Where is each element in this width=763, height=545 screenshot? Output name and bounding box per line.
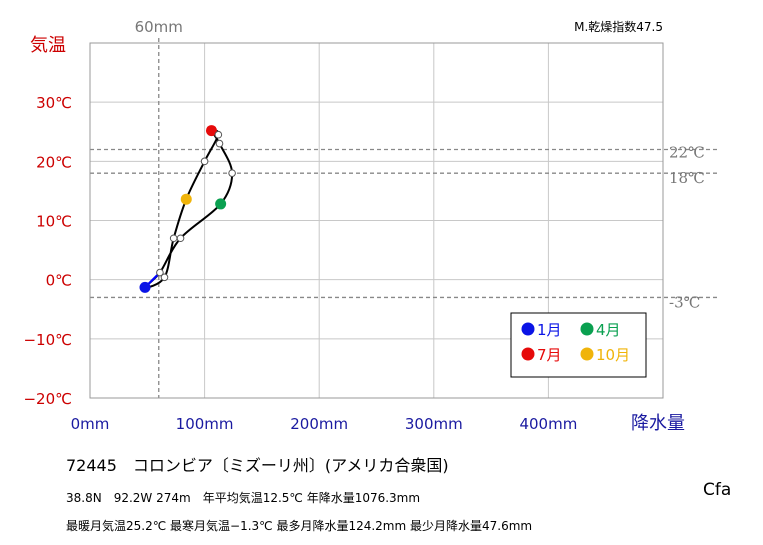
aridity-index-label: M.乾燥指数47.5: [574, 19, 663, 34]
month-point-8: [214, 130, 223, 139]
axis-ticks: −20℃ −10℃ 0℃ 10℃ 20℃ 30℃ 0mm 100mm 200mm 300mm 400…: [23, 94, 577, 433]
x-tick-label: 0mm: [71, 415, 110, 433]
month-point-11: [169, 234, 178, 243]
legend-label-4: 4月: [596, 321, 621, 339]
legend-box: [510, 312, 647, 378]
month-point-6: [215, 139, 224, 148]
month-point-5: [228, 169, 236, 177]
reference-label: 60mm: [135, 18, 183, 36]
x-axis-label: 降水量: [631, 413, 685, 434]
month-point-10: [180, 193, 192, 205]
legend-label-1: 1月: [537, 321, 562, 339]
x-tick-label: 100mm: [176, 415, 234, 433]
legend-items: 1月 4月 7月 10月: [521, 321, 630, 364]
month-point-7: [205, 125, 217, 137]
month-point-3: [176, 234, 185, 243]
x-tick-label: 300mm: [405, 415, 463, 433]
reference-label: 22℃: [669, 144, 705, 162]
legend-label-7: 7月: [537, 346, 562, 364]
y-axis-label: 気温: [30, 35, 66, 56]
y-tick-label: 0℃: [46, 272, 72, 290]
y-tick-label: 20℃: [36, 153, 72, 171]
month-point-9: [200, 157, 209, 166]
reference-label: -3℃: [669, 293, 700, 311]
month-point-4: [215, 198, 227, 210]
reference-lines: 60mm 22℃ 18℃ -3℃: [90, 18, 718, 398]
legend-label-10: 10月: [596, 346, 630, 364]
y-tick-label: −20℃: [23, 390, 72, 408]
station-stats-line-1: 38.8N 92.2W 274m 年平均気温12.5℃ 年降水量1076.3mm: [66, 491, 421, 505]
plot-area-frame: [89, 42, 664, 399]
y-tick-label: −10℃: [23, 331, 72, 349]
month-point-2: [156, 268, 164, 277]
month-point-1: [139, 281, 151, 293]
y-tick-label: 10℃: [36, 213, 72, 231]
legend: 1月 4月 7月 10月: [510, 312, 647, 378]
legend-marker-1: [521, 322, 535, 336]
reference-label: 18℃: [669, 169, 705, 187]
grid-lines: [90, 43, 663, 398]
month-points: [139, 125, 236, 293]
x-tick-label: 400mm: [519, 415, 577, 433]
x-tick-label: 200mm: [290, 415, 348, 433]
legend-marker-7: [521, 347, 535, 361]
station-stats-line-2: 最暖月気温25.2℃ 最寒月気温−1.3℃ 最多月降水量124.2mm 最少月降…: [66, 519, 533, 533]
legend-marker-10: [580, 347, 594, 361]
legend-marker-4: [580, 322, 594, 336]
hythergraph-chart: 60mm 22℃ 18℃ -3℃ −20℃ −10℃ 0℃ 10℃ 20℃ 30℃ 0mm 100m…: [23, 18, 718, 434]
station-title: 72445 コロンビア〔ミズーリ州〕(アメリカ合衆国): [66, 456, 449, 475]
month-point-12: [160, 273, 169, 282]
climate-classification: Cfa: [703, 480, 732, 500]
y-tick-label: 30℃: [36, 94, 72, 112]
